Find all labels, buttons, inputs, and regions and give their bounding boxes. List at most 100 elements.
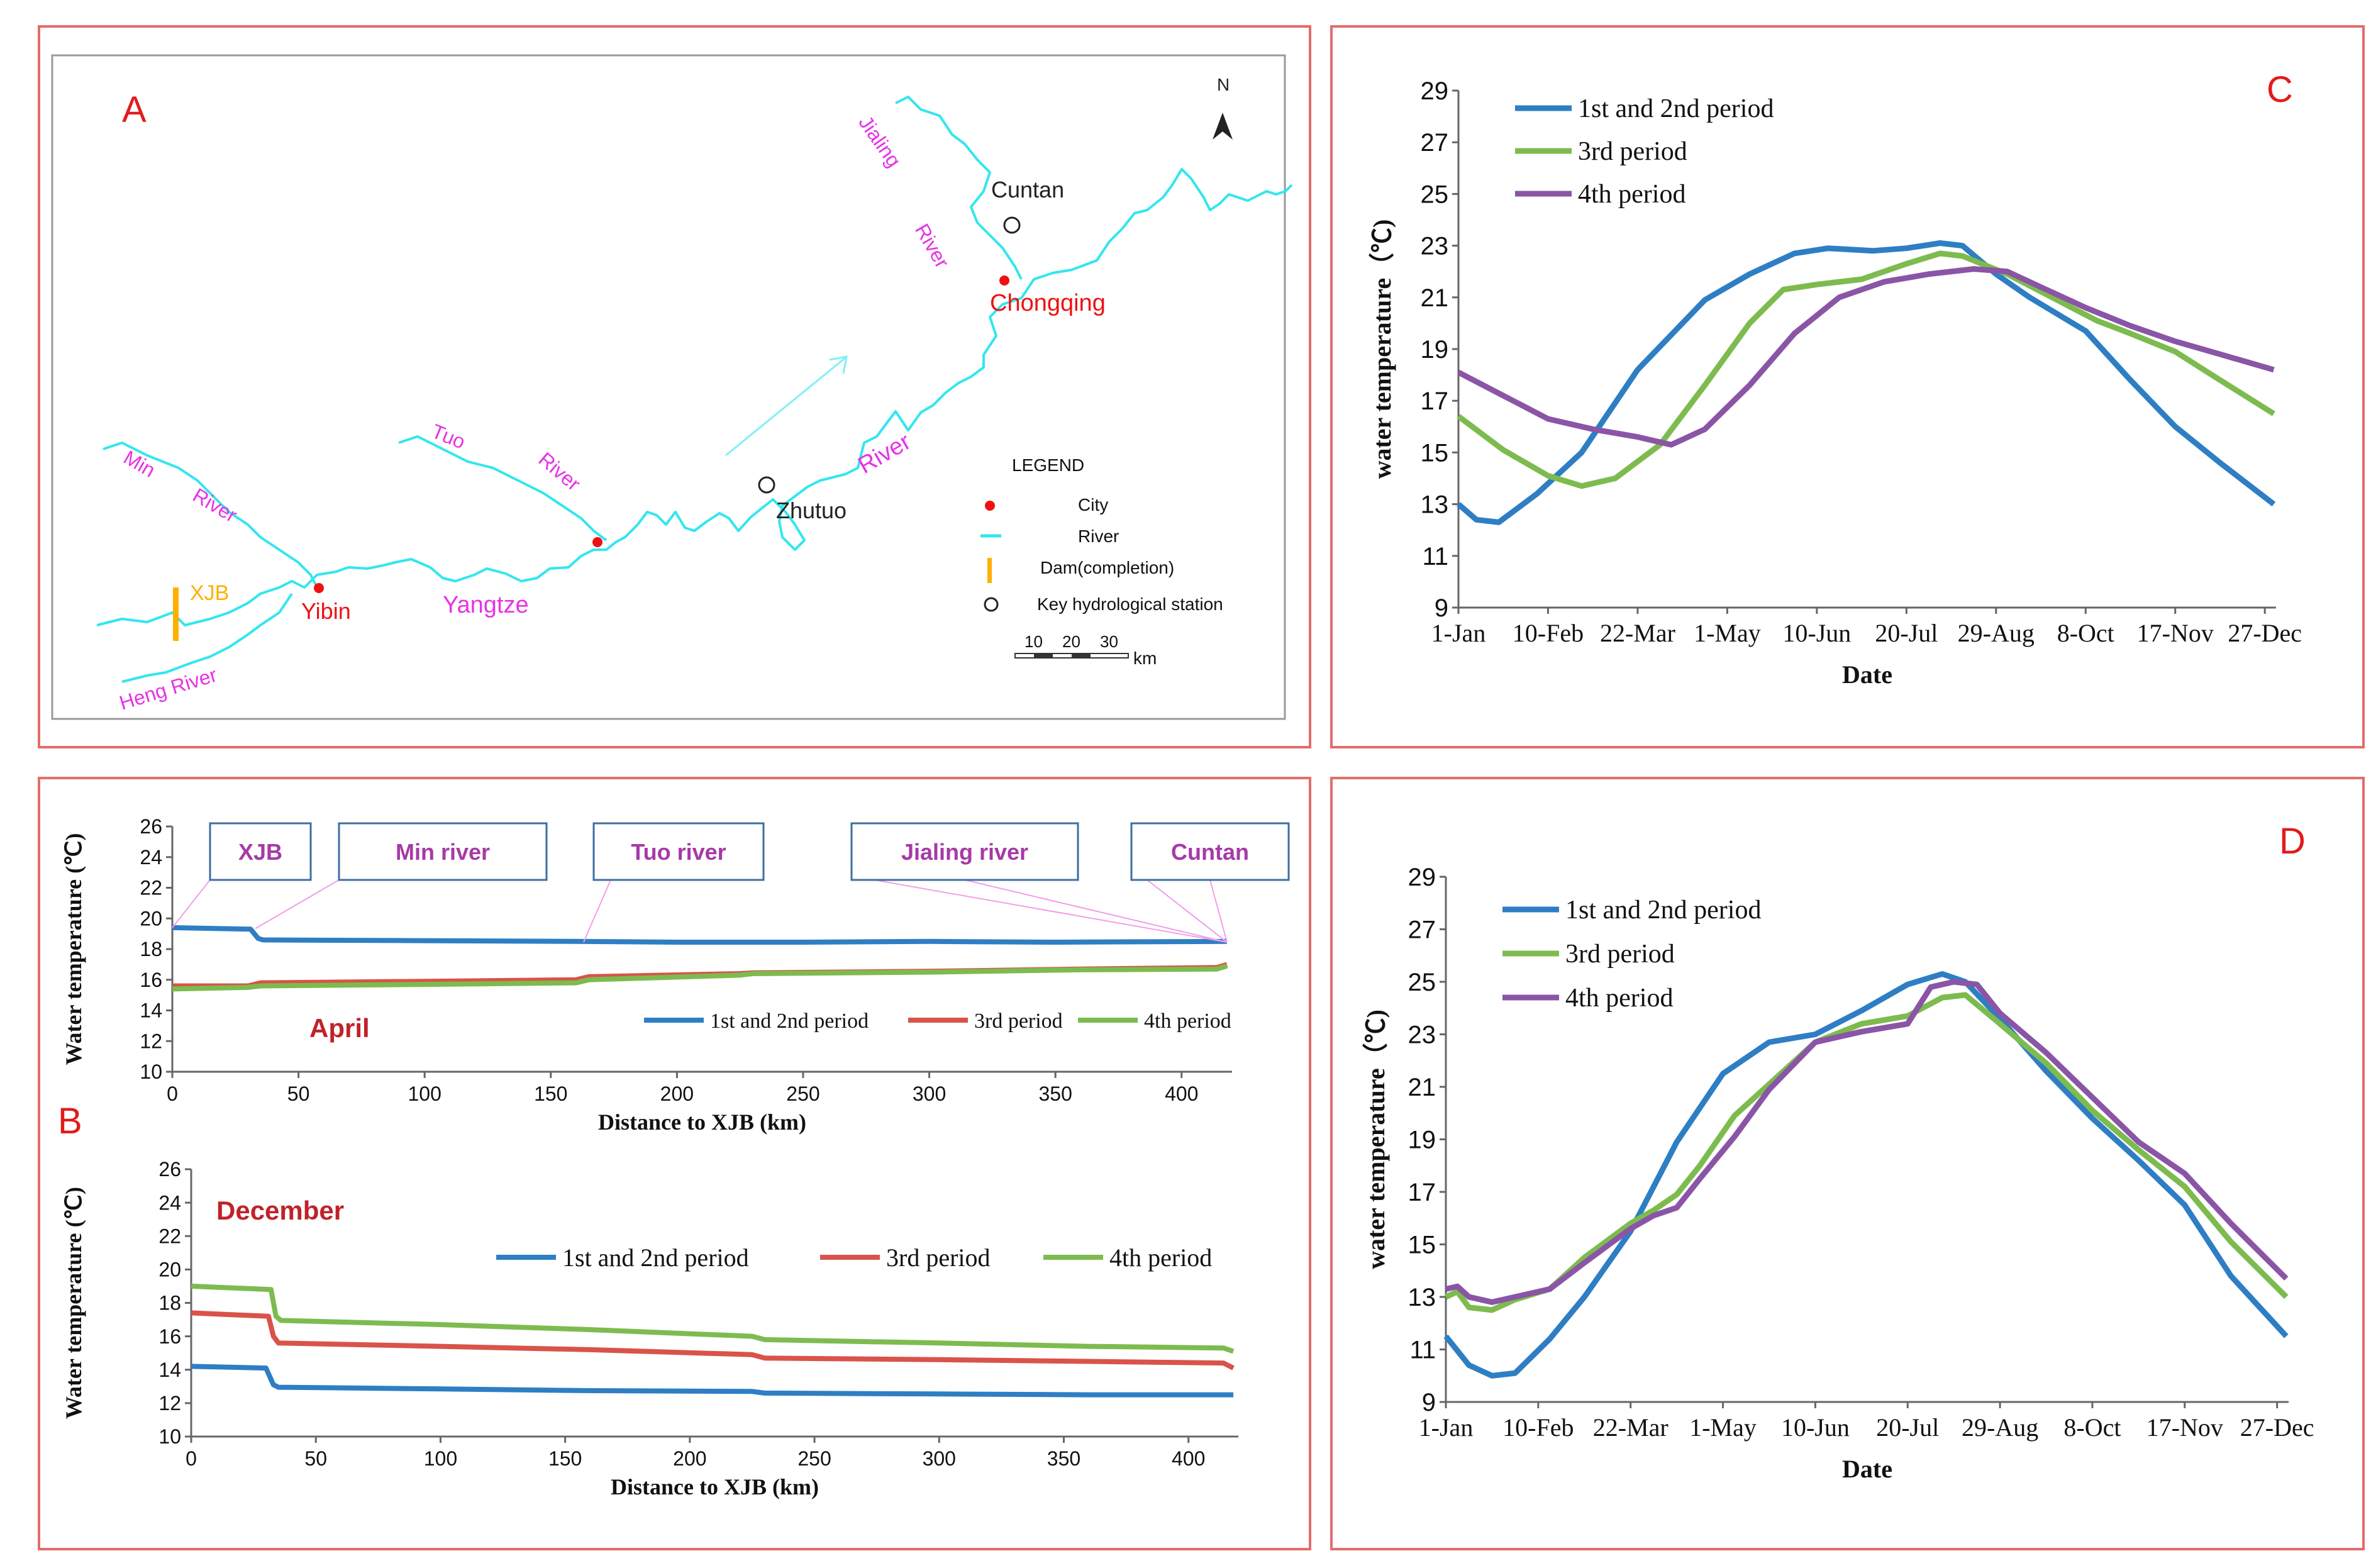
B-december-xtick-label: 150 (548, 1447, 582, 1470)
B-april-ytick-label: 22 (140, 877, 162, 899)
legend-title: LEGEND (1012, 455, 1084, 475)
heng-river-line (121, 592, 293, 683)
B-december-ytick-label: 14 (158, 1359, 181, 1381)
min-river-line (103, 442, 318, 588)
D-legend-label-2: 3rd period (1565, 940, 1675, 969)
legend-dam-icon (987, 558, 992, 583)
panel-b-charts: 10 12 14 16 18 20 22 24 26 0 50 100 150 200 250 300 350 4… (38, 777, 1311, 1550)
annotation-leader-1 (172, 879, 211, 928)
north-arrow-icon (1213, 113, 1233, 140)
B-april-xtick-label: 100 (408, 1082, 441, 1105)
D-xtick-label: 10-Jun (1781, 1413, 1850, 1442)
jialing-river-label: River (911, 220, 954, 272)
annotation-box-3 (592, 822, 765, 881)
B-april-ytick-label: 20 (140, 907, 162, 930)
D-series-line-2 (1445, 992, 2289, 1313)
B-april-xtick-label: 150 (534, 1082, 567, 1105)
B-april-legend-label-3: 4th period (1144, 1009, 1231, 1033)
C-xtick-label: 22-Mar (1600, 619, 1675, 647)
zhutuo-station-marker (758, 476, 775, 494)
B-april-x-axis-title: Distance to XJB (km) (598, 1109, 806, 1135)
chongqing-label: Chongqing (990, 290, 1106, 316)
B-april-series-line-3 (172, 963, 1228, 992)
panel-a-map: A N Min River Tuo River Jialing River Ya (38, 25, 1311, 748)
D-series-line-3 (1445, 979, 2289, 1305)
C-ytick-label: 29 (1421, 77, 1449, 105)
C-legend-label-2: 3rd period (1578, 137, 1687, 166)
min-label: Min (120, 446, 160, 482)
C-ytick-label: 21 (1421, 284, 1449, 312)
D-xtick-label: 10-Feb (1502, 1413, 1574, 1442)
B-april-y-axis-title: Water temperature (℃) (61, 833, 86, 1065)
legend-city-label: City (1078, 495, 1108, 514)
annotation-leader-3 (583, 879, 611, 943)
B-december-xtick-label: 200 (673, 1447, 706, 1470)
yibin-city-marker (314, 583, 324, 593)
legend-river-label: River (1078, 526, 1119, 546)
annotation-label-2: Min river (396, 839, 490, 865)
xjb-dam-marker (173, 587, 179, 641)
legend-station-icon (984, 597, 999, 612)
north-label: N (1217, 75, 1230, 94)
B-december-title: December (216, 1196, 344, 1225)
C-series-line-2 (1457, 250, 2275, 489)
D-ytick-label: 21 (1408, 1074, 1436, 1101)
yangtze-river-label: River (854, 428, 916, 479)
C-xtick-label: 17-Nov (2137, 619, 2214, 647)
B-december-series-line-3 (191, 1283, 1235, 1354)
B-april-xtick-label: 350 (1038, 1082, 1072, 1105)
B-december-ytick-label: 18 (158, 1292, 181, 1315)
B-december-legend-label-3: 4th period (1109, 1243, 1212, 1272)
B-april-xtick-label: 0 (167, 1082, 178, 1105)
D-ytick-label: 19 (1408, 1126, 1436, 1154)
cuntan-label: Cuntan (991, 177, 1064, 203)
scale-bar (1014, 653, 1129, 659)
D-x-axis-title: Date (1842, 1455, 1892, 1483)
C-x-axis-title: Date (1842, 660, 1892, 689)
annotation-leader-5 (1147, 879, 1228, 943)
river-network (96, 96, 1293, 683)
B-april-xtick-label: 250 (786, 1082, 819, 1105)
annotation-box-2 (338, 822, 548, 881)
jialing-river-line (895, 96, 1023, 280)
C-ytick-label: 15 (1421, 439, 1449, 467)
C-ytick-label: 17 (1421, 387, 1449, 415)
panel-letter-c: C (2267, 69, 2293, 110)
annotation-box-5 (1130, 822, 1290, 881)
jialing-label: Jialing (854, 111, 906, 171)
B-april-ytick-label: 18 (140, 938, 162, 960)
B-april-ytick-label: 14 (140, 999, 162, 1022)
D-xtick-label: 1-May (1689, 1413, 1757, 1442)
yibin-label: Yibin (301, 598, 351, 624)
B-december-xtick-label: 400 (1172, 1447, 1205, 1470)
B-december-xtick-label: 100 (424, 1447, 457, 1470)
C-series-line-1 (1457, 240, 2276, 525)
scale-tick-30: 30 (1100, 632, 1118, 651)
annotation-box-1 (209, 822, 312, 881)
B-april-xtick-label: 50 (287, 1082, 310, 1105)
chart-c-svg: 9 11 13 15 17 19 21 23 25 27 29 1-Jan 10-Feb 22-Mar 1-… (1368, 77, 2302, 689)
D-legend-label-1: 1st and 2nd period (1565, 896, 1761, 925)
D-xtick-label: 17-Nov (2146, 1413, 2223, 1442)
annotation-label-3: Tuo river (631, 839, 726, 865)
C-xtick-label: 29-Aug (1958, 619, 2035, 647)
B-april-xtick-label: 400 (1165, 1082, 1198, 1105)
D-ytick-label: 25 (1408, 969, 1436, 996)
B-april-legend-label-1: 1st and 2nd period (710, 1009, 869, 1033)
D-ytick-label: 23 (1408, 1021, 1436, 1049)
C-xtick-label: 20-Jul (1875, 619, 1938, 647)
cuntan-station-marker (1003, 216, 1021, 234)
panel-letter-b: B (58, 1101, 82, 1142)
C-xtick-label: 27-Dec (2228, 619, 2302, 647)
annotation-label-1: XJB (238, 839, 282, 865)
B-december-xtick-label: 300 (923, 1447, 956, 1470)
zigong-city-marker (592, 537, 602, 547)
legend-dam-label: Dam(completion) (1040, 558, 1174, 577)
xjb-label: XJB (190, 581, 229, 605)
C-legend-label-3: 4th period (1578, 180, 1685, 209)
D-xtick-label: 27-Dec (2240, 1413, 2314, 1442)
B-december-series-line-2 (191, 1310, 1235, 1371)
D-ytick-label: 13 (1408, 1284, 1436, 1311)
annotation-label-5: Cuntan (1171, 839, 1249, 865)
B-april-xtick-label: 300 (913, 1082, 946, 1105)
